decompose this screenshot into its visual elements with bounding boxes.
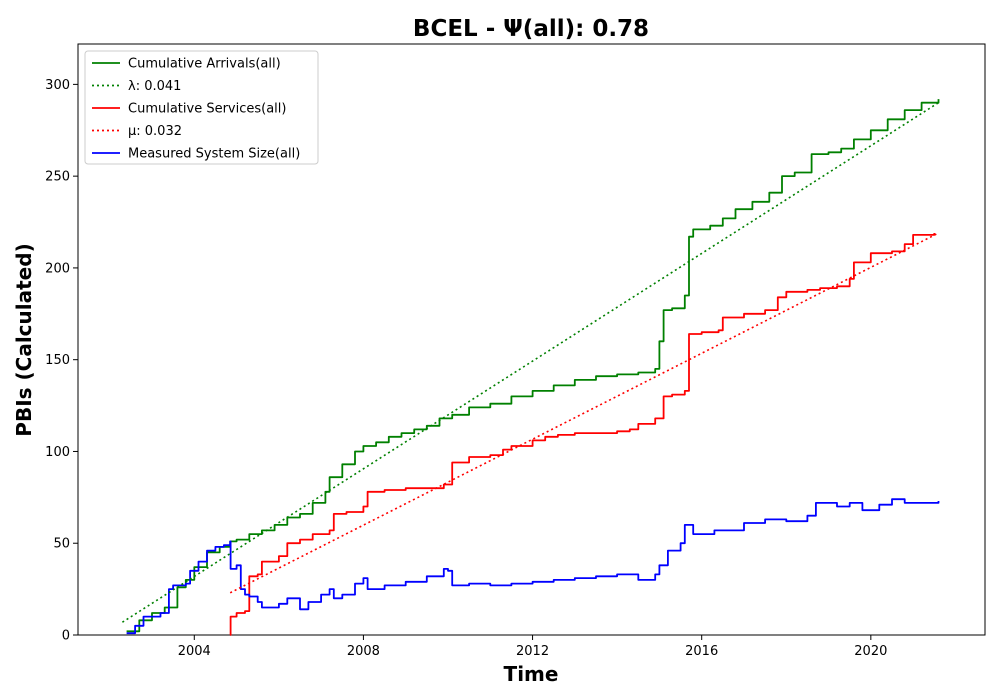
y-tick-label: 0 [62, 629, 70, 644]
y-axis: 0 50 100 150 200 250 300 [45, 78, 78, 644]
y-tick-label: 150 [45, 353, 70, 368]
x-tick-label: 2020 [854, 644, 887, 659]
legend-entry: Cumulative Arrivals(all) [128, 57, 281, 72]
legend-entry: λ: 0.041 [128, 79, 181, 94]
y-tick-label: 250 [45, 170, 70, 185]
x-axis: 2004 2008 2012 2016 2020 [178, 635, 887, 659]
x-tick-label: 2004 [178, 644, 211, 659]
x-tick-label: 2008 [347, 644, 380, 659]
series-line-0 [126, 99, 940, 633]
series-layer [121, 99, 940, 636]
legend: Cumulative Arrivals(all) λ: 0.041 Cumulati… [84, 50, 319, 165]
y-axis-label: PBIs (Calculated) [12, 243, 36, 436]
legend-entry: Cumulative Services(all) [128, 102, 286, 117]
x-axis-label: Time [504, 662, 559, 686]
x-tick-label: 2012 [516, 644, 549, 659]
y-tick-label: 200 [45, 261, 70, 276]
series-line-2 [229, 233, 936, 636]
x-tick-label: 2016 [685, 644, 718, 659]
legend-entry: μ: 0.032 [128, 124, 182, 139]
y-tick-label: 50 [53, 537, 70, 552]
legend-box [84, 50, 319, 165]
y-tick-label: 100 [45, 445, 70, 460]
series-line-4 [126, 498, 940, 635]
series-line-1 [121, 102, 939, 623]
chart-title: BCEL - Ψ(all): 0.78 [413, 16, 649, 42]
legend-entry: Measured System Size(all) [128, 147, 300, 162]
y-tick-label: 300 [45, 78, 70, 93]
